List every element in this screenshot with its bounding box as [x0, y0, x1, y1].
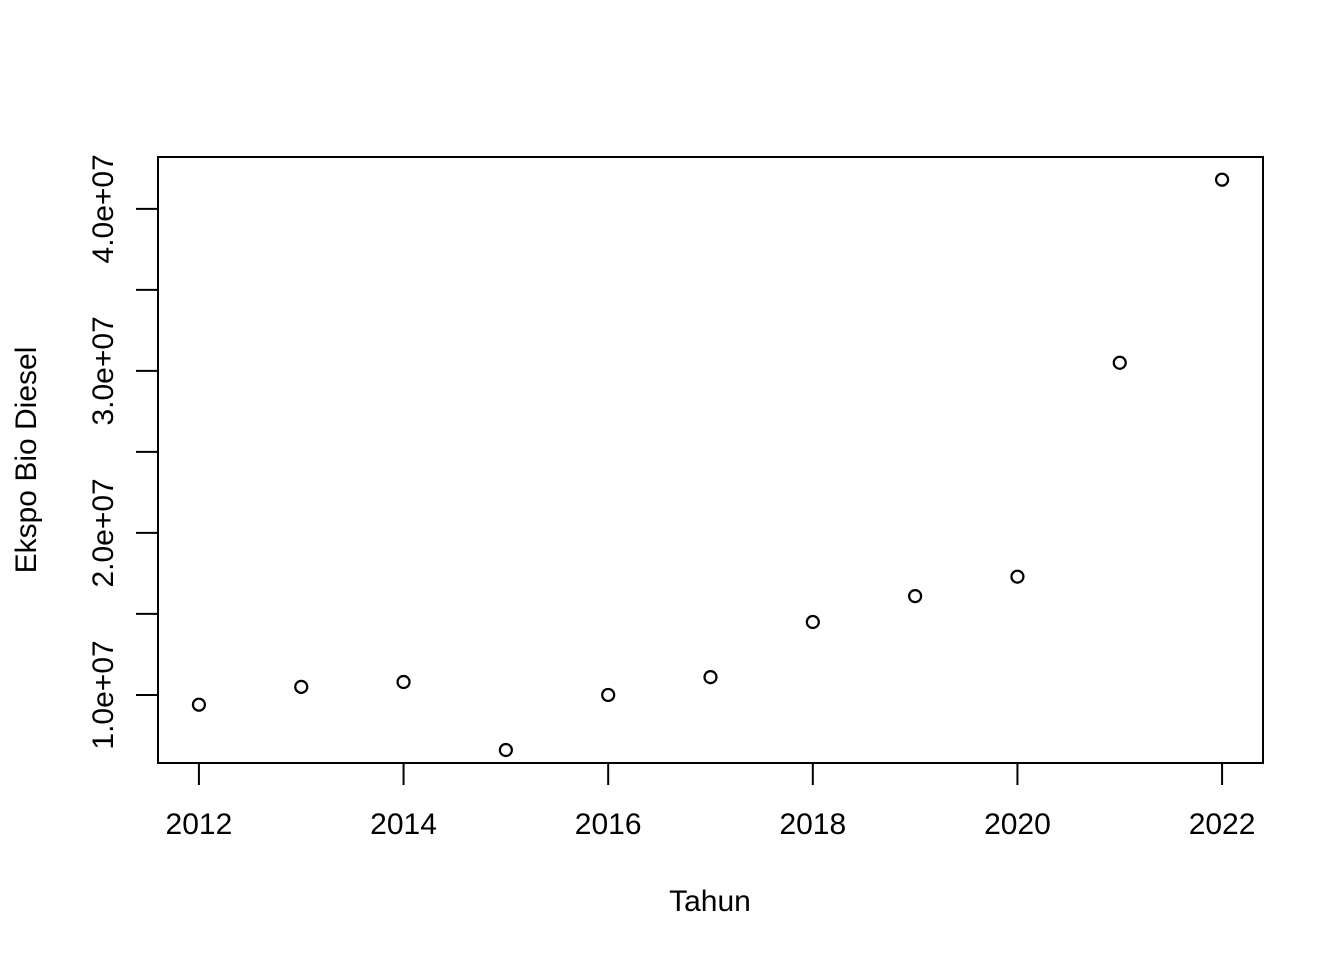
data-point	[294, 679, 309, 694]
y-tick-label: 1.0e+07	[87, 640, 120, 749]
x-tick-label: 2022	[1189, 808, 1256, 841]
data-point	[191, 697, 207, 712]
y-axis: 1.0e+07 2.0e+07 3.0e+07 4.0e+07	[87, 154, 159, 750]
data-point	[1112, 355, 1127, 370]
data-point	[498, 742, 513, 758]
data-points	[191, 172, 1230, 758]
data-point	[805, 614, 820, 630]
data-point	[1010, 569, 1025, 584]
data-point	[601, 687, 616, 703]
x-tick-label: 2014	[370, 808, 437, 841]
x-tick-label: 2016	[575, 808, 642, 841]
y-tick-label: 4.0e+07	[87, 154, 120, 263]
data-point	[1214, 172, 1230, 187]
data-point	[703, 670, 718, 685]
x-tick-label: 2012	[166, 808, 233, 841]
x-tick-label: 2018	[779, 808, 846, 841]
x-tick-label: 2020	[984, 808, 1051, 841]
x-axis-title: Tahun	[669, 885, 751, 918]
x-axis: 2012 2014 2016 2018 2020 2022	[166, 762, 1256, 841]
data-point	[908, 589, 923, 604]
data-point	[396, 674, 411, 690]
y-tick-label: 3.0e+07	[87, 316, 120, 425]
y-tick-label: 2.0e+07	[87, 478, 120, 587]
y-axis-title: Ekspo Bio Diesel	[10, 347, 43, 574]
